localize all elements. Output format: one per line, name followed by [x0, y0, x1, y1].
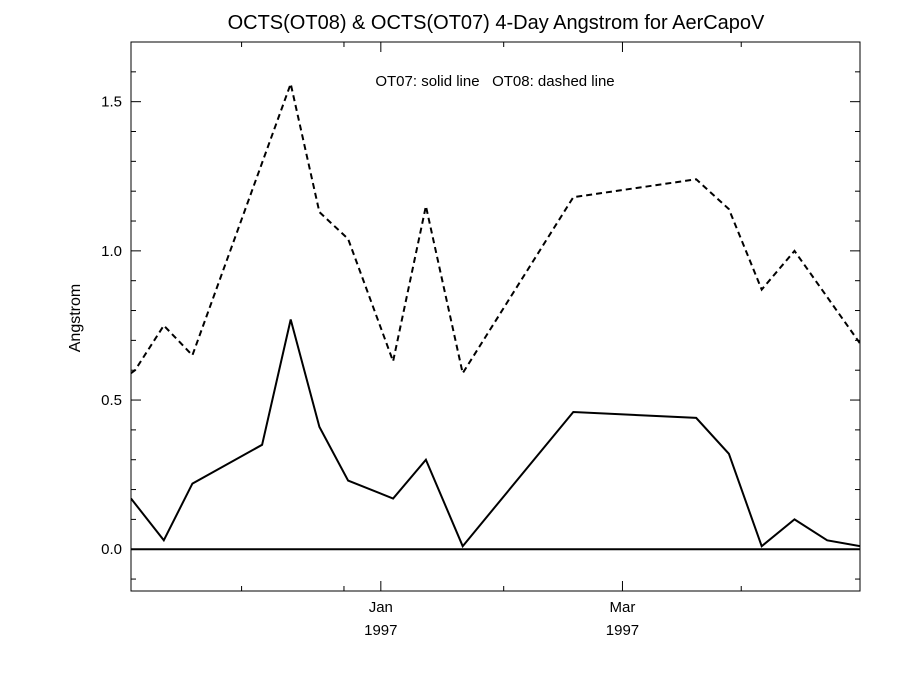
- line-style-legend: OT07: solid line OT08: dashed line: [375, 73, 614, 90]
- plot-area: 0.0 0.5 1.0 1.5 Jan 1997 Mar 1997: [101, 41, 861, 639]
- series-line-ot08: [131, 80, 860, 376]
- x-tick-label-month: Jan: [369, 599, 393, 616]
- series-line-ot07: [131, 319, 860, 549]
- x-tick-label-year: 1997: [606, 622, 639, 639]
- y-tick-label: 0.0: [101, 541, 122, 558]
- x-tick-label-year: 1997: [364, 622, 397, 639]
- y-tick-label: 1.5: [101, 94, 122, 111]
- y-tick-label: 0.5: [101, 392, 122, 409]
- y-tick-label: 1.0: [101, 243, 122, 260]
- plot-frame: [130, 41, 861, 592]
- chart-title: OCTS(OT08) & OCTS(OT07) 4-Day Angstrom f…: [228, 12, 765, 34]
- x-tick-label-month: Mar: [610, 599, 636, 616]
- y-axis-label: Angstrom: [67, 284, 84, 352]
